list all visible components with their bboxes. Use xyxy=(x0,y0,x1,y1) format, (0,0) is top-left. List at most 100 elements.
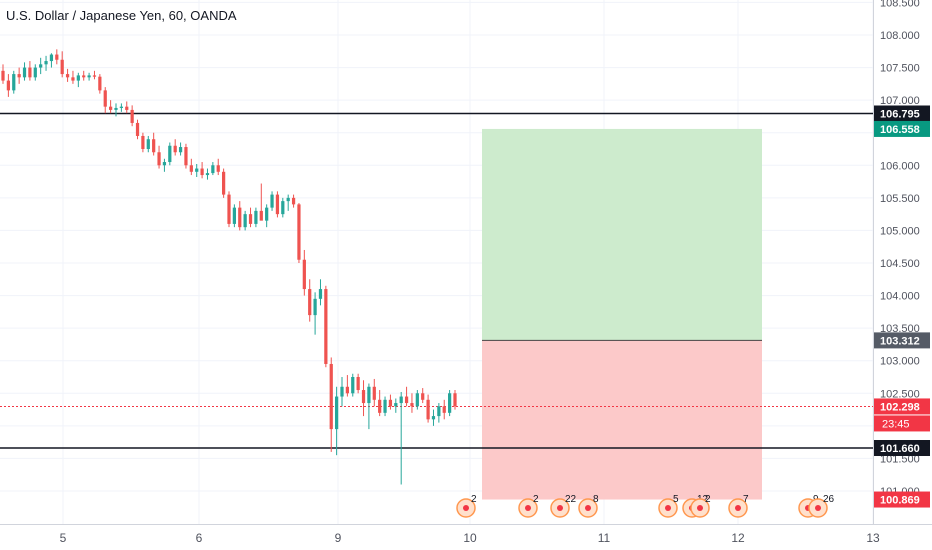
event-marker[interactable]: 26 xyxy=(808,494,835,518)
candle-body xyxy=(238,207,242,228)
candle-body xyxy=(60,59,64,75)
candle-body xyxy=(109,106,113,110)
candle-body xyxy=(114,107,118,110)
event-marker[interactable]: 7 xyxy=(728,494,749,518)
x-tick-label: 13 xyxy=(866,531,880,545)
candle-body xyxy=(243,214,247,228)
candle-body xyxy=(141,135,145,149)
candle-body xyxy=(453,393,457,407)
x-tick-label: 6 xyxy=(196,531,203,545)
candle-body xyxy=(291,197,296,205)
candle-body xyxy=(92,75,97,77)
time-axis[interactable]: 5 6 9 10 11 12 13 xyxy=(60,531,880,545)
x-tick-label: 5 xyxy=(60,531,67,545)
event-count: 22 xyxy=(565,494,577,505)
candle-body xyxy=(308,289,312,316)
candle-body xyxy=(227,194,231,224)
event-dot-icon xyxy=(585,505,591,511)
resistance-tag xyxy=(874,105,930,122)
y-tick-label: 101.500 xyxy=(880,453,920,465)
event-count: 2 xyxy=(705,494,711,505)
candle-body xyxy=(415,393,419,407)
candle-body xyxy=(275,194,280,215)
position-zones[interactable] xyxy=(482,128,762,500)
candle-body xyxy=(49,54,54,62)
candle-body xyxy=(98,76,102,91)
candle-body xyxy=(232,207,236,224)
candle-body xyxy=(44,61,48,65)
x-tick-label: 12 xyxy=(731,531,745,545)
event-marker[interactable]: 2 xyxy=(690,494,711,518)
y-tick-label: 104.500 xyxy=(880,258,920,270)
event-dot-icon xyxy=(525,505,531,511)
candle-body xyxy=(168,145,172,163)
current-tag xyxy=(874,398,930,415)
price-tags: 106.795 106.558 103.312 102.298 23:45 101.660… xyxy=(874,105,930,508)
candle-body xyxy=(6,80,10,91)
event-marker[interactable]: 5 xyxy=(658,494,679,518)
target-tag-label: 106.558 xyxy=(880,124,920,136)
chart-title: U.S. Dollar / Japanese Yen, 60, OANDA xyxy=(6,8,237,23)
candle-body xyxy=(259,210,263,221)
candle-body xyxy=(200,168,204,176)
candle-body xyxy=(184,147,188,166)
candle-body xyxy=(383,399,387,413)
candle-body xyxy=(404,396,409,404)
target-tag xyxy=(874,120,930,137)
resistance-tag-label: 106.795 xyxy=(880,108,920,120)
candle-body xyxy=(421,393,425,400)
candle-body xyxy=(335,396,339,430)
event-marker[interactable]: 2 xyxy=(518,494,539,518)
stop-tag xyxy=(874,491,930,508)
y-tick-label: 104.000 xyxy=(880,291,920,303)
candle-body xyxy=(1,70,5,81)
candle-body xyxy=(372,386,376,400)
event-count: 2 xyxy=(533,494,539,505)
candle-body xyxy=(340,386,344,397)
level-lines[interactable] xyxy=(0,112,873,449)
x-tick-label: 11 xyxy=(598,531,611,545)
support-tag xyxy=(874,440,930,457)
y-tick-label: 108.000 xyxy=(880,30,920,42)
candle-body xyxy=(157,152,161,166)
event-count: 2 xyxy=(471,494,477,505)
event-dot-icon xyxy=(697,505,703,511)
candle-body xyxy=(119,106,123,108)
countdown-label: 23:45 xyxy=(882,418,910,430)
candle-body xyxy=(71,77,75,81)
candle-body xyxy=(437,406,441,417)
candle-body xyxy=(87,75,91,78)
event-markers[interactable]: 2222851227926 xyxy=(456,494,835,518)
candle-body xyxy=(205,173,210,176)
candle-body xyxy=(367,386,371,404)
candle-body xyxy=(394,403,398,407)
candle-body xyxy=(410,403,414,407)
y-tick-label: 103.500 xyxy=(880,323,920,335)
candle-body xyxy=(146,139,150,149)
candle-body xyxy=(33,67,37,78)
candle-body xyxy=(189,165,193,172)
candle-body xyxy=(270,194,274,208)
y-tick-label: 107.500 xyxy=(880,63,920,75)
entry-tag-label: 103.312 xyxy=(880,335,920,347)
candle-body xyxy=(173,145,177,153)
candle-body xyxy=(216,165,220,172)
profit-zone[interactable] xyxy=(482,128,762,341)
candle-body xyxy=(265,207,269,221)
support-tag-label: 101.660 xyxy=(880,443,920,455)
loss-zone[interactable] xyxy=(482,340,762,500)
candle-body xyxy=(152,139,156,153)
candle-body xyxy=(351,377,355,394)
candle-body xyxy=(125,106,129,110)
candle-body xyxy=(254,210,258,224)
candle-body xyxy=(356,377,360,391)
candle-body xyxy=(324,289,328,364)
event-marker[interactable]: 22 xyxy=(550,494,577,518)
y-tick-label: 108.500 xyxy=(880,0,920,9)
candle-body xyxy=(329,363,333,430)
candle-body xyxy=(297,204,301,260)
candlestick-series xyxy=(1,49,457,485)
event-marker[interactable]: 2 xyxy=(456,494,477,518)
event-marker[interactable]: 8 xyxy=(578,494,599,518)
